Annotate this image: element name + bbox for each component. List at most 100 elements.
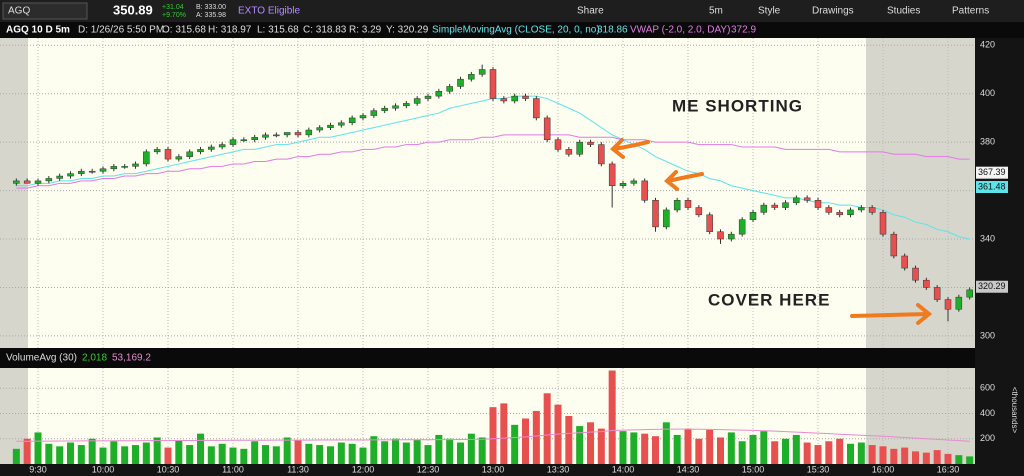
candle-body xyxy=(121,166,128,168)
candle-body xyxy=(955,296,963,310)
candle-body xyxy=(446,86,453,92)
volume-bar xyxy=(435,434,443,464)
volume-bar xyxy=(684,428,692,464)
candle-body xyxy=(771,204,778,208)
button[interactable]: Style xyxy=(758,6,781,17)
volume-bar xyxy=(922,452,930,464)
volume-bar xyxy=(727,432,735,464)
volume-bar xyxy=(305,443,313,464)
legend-open: O: 315.68 xyxy=(162,25,206,36)
symbol-box[interactable] xyxy=(2,2,88,20)
volume-title: VolumeAvg (30) xyxy=(6,353,77,364)
volume-bar xyxy=(673,434,681,464)
volume-bar xyxy=(565,416,573,464)
candle-body xyxy=(283,132,291,136)
candle-body xyxy=(457,78,464,87)
volume-bar xyxy=(933,450,941,464)
volume-bar xyxy=(641,433,649,464)
candle-body xyxy=(294,132,302,136)
price-label: 320.29 xyxy=(978,281,1006,291)
volume-bar xyxy=(587,422,594,464)
candle-body xyxy=(327,124,334,128)
volume-bar xyxy=(478,437,486,464)
candle-body xyxy=(684,200,692,208)
candle-body xyxy=(468,74,475,80)
candle-body xyxy=(45,178,53,182)
volume-bar xyxy=(110,441,118,464)
volume-bar xyxy=(294,440,302,464)
volume-bar xyxy=(34,432,42,464)
candle-body xyxy=(641,180,648,201)
volume-bar xyxy=(142,442,150,464)
candle-body xyxy=(392,105,399,109)
candle-body xyxy=(370,110,378,116)
x-tick-label: 13:30 xyxy=(547,464,570,474)
button[interactable]: Patterns xyxy=(952,6,989,17)
candle-body xyxy=(858,207,865,211)
candle-body xyxy=(630,180,638,184)
button[interactable]: 5m xyxy=(709,6,723,17)
candle-body xyxy=(879,212,887,235)
candle-body xyxy=(619,183,627,186)
candle-body xyxy=(175,156,183,160)
candle-body xyxy=(652,200,659,228)
volume-bar xyxy=(337,442,345,464)
volume-bar xyxy=(240,448,248,464)
volume-bar xyxy=(782,438,789,464)
candle-body xyxy=(923,279,930,288)
candle-body xyxy=(132,163,139,167)
x-tick-label: 12:30 xyxy=(417,464,440,474)
volume-bar xyxy=(446,438,454,464)
volume-bar xyxy=(543,393,551,464)
volume-bar xyxy=(121,446,129,464)
volume-bar xyxy=(197,433,204,464)
volume-bar xyxy=(327,446,334,464)
candle-body xyxy=(403,103,410,107)
candle-body xyxy=(240,139,248,141)
symbol[interactable]: AGQ xyxy=(8,6,30,17)
volume-bar xyxy=(825,441,833,464)
volume-bar xyxy=(23,438,31,464)
volume-bar xyxy=(370,436,378,464)
button[interactable]: Drawings xyxy=(812,6,854,17)
candle-body xyxy=(554,139,562,150)
candle-body xyxy=(56,175,63,179)
candle-body xyxy=(359,115,367,119)
volume-unit: <thousands> xyxy=(1010,387,1019,434)
volume-bar xyxy=(272,446,280,464)
volume-bar xyxy=(489,407,497,464)
arrows xyxy=(610,138,933,325)
candle-body xyxy=(944,299,952,310)
candle-body xyxy=(67,173,74,177)
volume-bar xyxy=(218,443,226,464)
volume-bar xyxy=(511,424,519,464)
volume-bar xyxy=(597,428,605,464)
y-tick-label: 400 xyxy=(980,408,995,418)
volume-bar xyxy=(175,440,183,464)
candle-body xyxy=(598,144,605,165)
legend-sma-value: 318.86 xyxy=(597,25,628,36)
volume-bar xyxy=(283,437,291,464)
candle-body xyxy=(262,134,269,138)
legend-y: Y: 320.29 xyxy=(386,25,429,36)
candle-body xyxy=(23,180,31,184)
candle-body xyxy=(381,107,388,111)
price-label-box xyxy=(976,180,1008,193)
candle-body xyxy=(673,200,681,211)
legend-vwap-value: 372.9 xyxy=(731,25,756,36)
price-label: 367.39 xyxy=(978,167,1006,177)
volume-bar xyxy=(630,432,638,464)
candle-body xyxy=(608,163,616,186)
volume-bar xyxy=(847,443,854,464)
volume-bar xyxy=(522,418,529,464)
candle-body xyxy=(78,170,85,174)
volume-bar xyxy=(890,448,898,464)
candle-body xyxy=(511,95,518,102)
arrow xyxy=(664,170,704,191)
button[interactable]: Share xyxy=(577,6,604,17)
button[interactable]: Studies xyxy=(887,6,920,17)
legend-low: L: 315.68 xyxy=(257,25,299,36)
volume-bar xyxy=(77,445,85,464)
volume-bar xyxy=(164,447,172,464)
